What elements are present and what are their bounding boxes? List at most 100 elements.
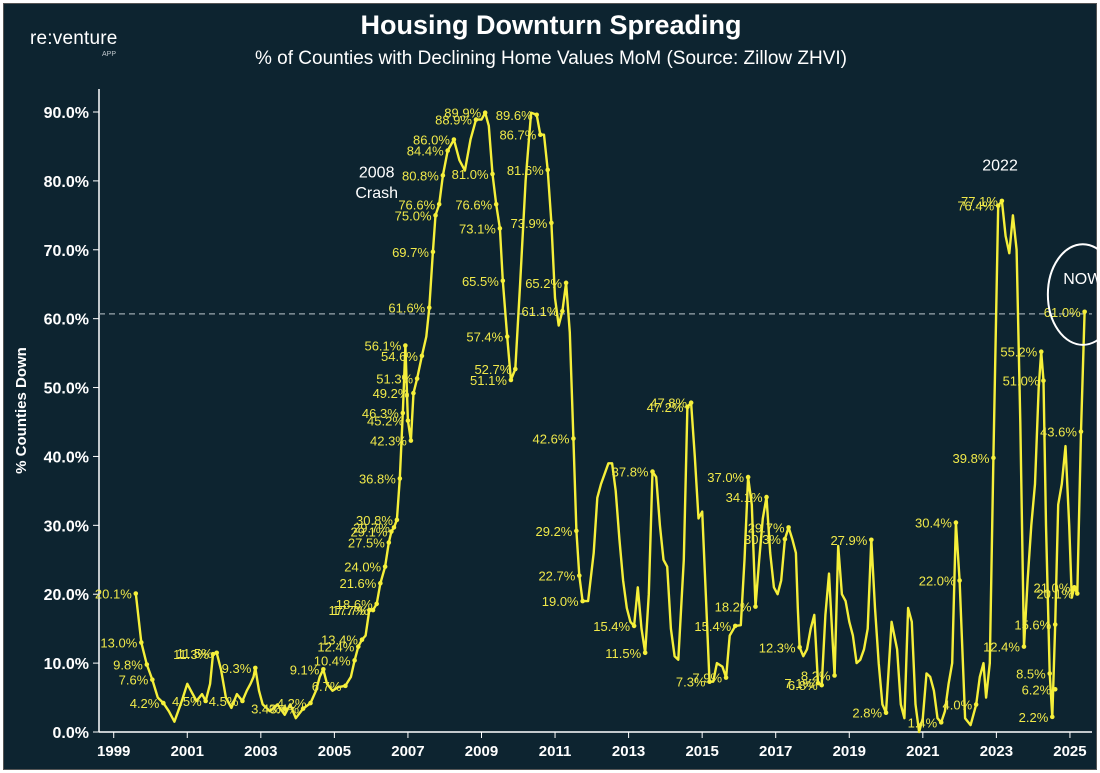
data-label: 51.0% [1003,374,1040,389]
data-label: 51.1% [470,373,507,388]
y-tick-label: 80.0% [44,174,89,191]
data-point [819,682,824,688]
data-label: 75.0% [395,208,432,223]
data-point [414,376,420,381]
data-label: 51.3% [376,372,413,387]
data-point [397,476,403,481]
data-point [1082,309,1087,315]
data-label: 73.1% [459,221,496,236]
data-label: 20.1% [1036,587,1073,602]
data-label: 19.0% [542,594,579,609]
data-label: 69.7% [392,245,429,260]
data-label: 37.8% [612,465,649,480]
data-point [732,623,738,629]
data-point [883,710,889,716]
data-point [513,366,518,372]
data-label: 86.0% [413,133,450,148]
data-label: 89.9% [444,106,481,121]
data-point [300,706,306,711]
data-label: 6.2% [1022,682,1052,697]
y-tick-label: 40.0% [44,449,89,466]
data-label: 30.8% [356,513,393,528]
data-label: 15.4% [593,619,630,634]
data-point [500,278,506,284]
data-label: 4.0% [943,697,973,712]
data-point [563,280,569,286]
data-point [953,520,959,525]
data-point [688,400,694,406]
data-point [253,665,258,671]
data-point [490,171,495,177]
chart-annotation: NOW [1063,271,1098,288]
data-label: 17.7% [328,603,365,618]
data-point [534,112,539,118]
line-chart: 0.0% 10.0% 20.0% 30.0% 40.0% 50.0% 60.0% 70.0% 8… [13,89,1098,760]
data-label: 3.4% [251,702,281,717]
data-point [408,438,414,443]
data-label: 76.4% [957,199,994,214]
data-point [797,644,802,650]
data-label: 39.8% [953,451,990,466]
data-label: 84.4% [407,144,444,159]
data-point [378,580,383,586]
data-point [382,564,388,569]
chart-subtitle: % of Counties with Declining Home Values… [254,48,847,69]
data-point [832,673,837,678]
y-tick-label: 50.0% [44,381,89,398]
data-point [451,137,457,142]
data-point [150,677,155,682]
data-label: 81.0% [452,167,489,182]
data-point [391,525,397,530]
data-point [631,623,637,629]
data-point [436,202,442,207]
data-label: 36.8% [359,471,396,486]
data-point [545,167,550,173]
data-point [642,650,648,656]
data-label: 7.6% [119,673,149,688]
data-label: 21.6% [339,576,376,591]
data-label: 56.1% [364,339,401,354]
data-label: 55.2% [1000,345,1037,360]
data-label: 13.4% [321,633,358,648]
y-tick-label: 0.0% [53,725,89,742]
now-highlight-circle [1046,243,1098,346]
data-label: 8.5% [1016,666,1046,681]
y-tick-label: 30.0% [44,518,89,535]
data-label: 4.2% [277,696,307,711]
x-tick-label: 2025 [1053,743,1086,760]
data-point [440,173,446,178]
data-label: 81.6% [507,163,544,178]
data-label: 43.6% [1040,425,1077,440]
data-point [389,529,394,534]
data-point [355,644,361,649]
data-label: 17.7% [332,603,369,618]
data-label: 47.2% [647,400,684,415]
brand-logo-sub: APP [102,51,117,58]
data-point [571,436,576,441]
x-tick-label: 2017 [759,743,792,760]
data-point [133,591,139,596]
chart-annotation: 2022 [982,158,1018,175]
data-point [359,637,365,642]
data-point [405,418,411,423]
data-point [685,404,690,410]
y-tick-label: 10.0% [44,656,89,673]
data-label: 76.6% [398,197,435,212]
data-label: 77.1% [961,194,998,209]
data-point [321,667,326,672]
data-label: 89.6% [496,108,533,123]
data-point [957,578,962,583]
data-point [650,469,655,474]
series-line [134,111,1086,734]
data-point [497,226,503,231]
data-label: 7.1% [784,676,814,691]
data-point [343,683,348,689]
data-label: 47.8% [650,396,687,411]
data-point [1052,686,1058,692]
data-label: 20.1% [95,587,132,602]
data-label: 37.0% [707,470,744,485]
x-tick-label: 2011 [539,743,572,760]
data-label: 8.2% [801,669,831,684]
data-label: 15.6% [1014,618,1051,633]
data-point [308,700,313,706]
